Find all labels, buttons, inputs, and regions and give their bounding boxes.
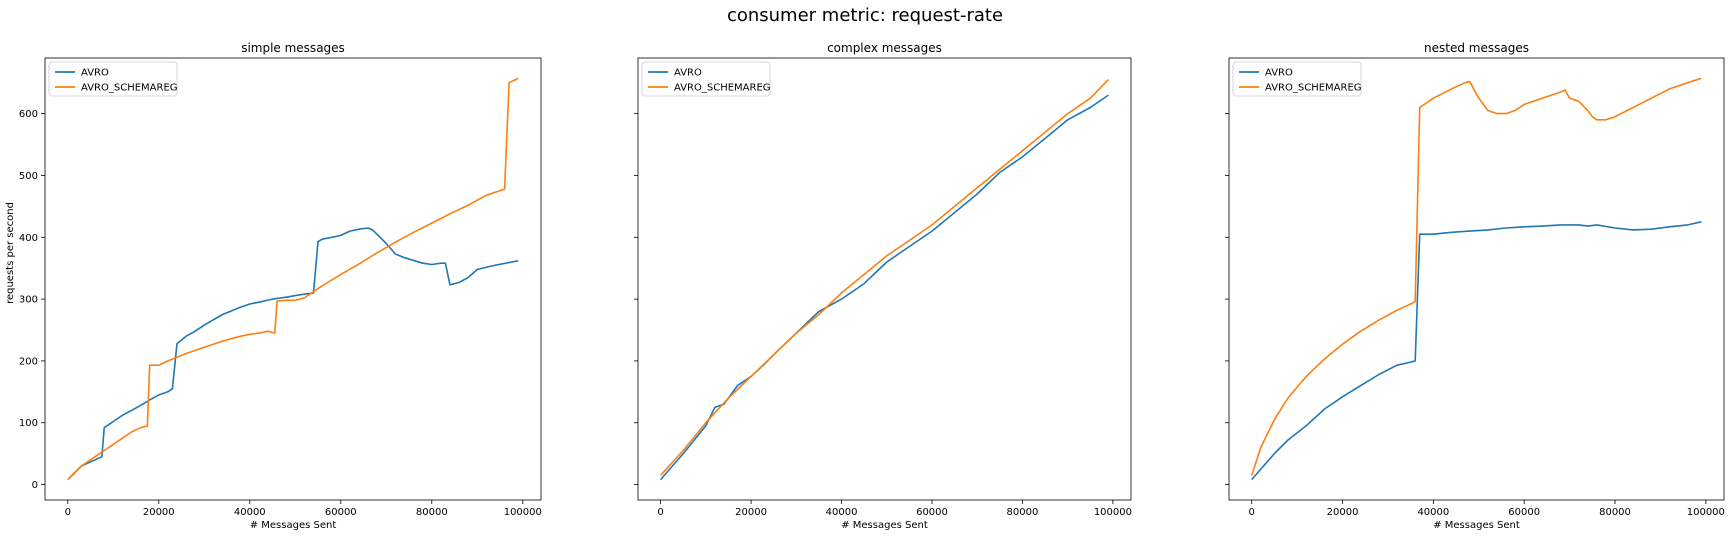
y-tick-label: 100 [19, 418, 38, 429]
y-tick-label: 600 [19, 109, 38, 120]
x-axis-label: # Messages Sent [250, 520, 337, 531]
subplot-title: complex messages [827, 41, 942, 55]
y-tick-label: 200 [19, 356, 38, 367]
x-tick-label: 60000 [325, 507, 357, 518]
series-line-avro-schemareg [67, 77, 519, 481]
x-tick-label: 40000 [1417, 507, 1449, 518]
y-tick-label: 400 [19, 233, 38, 244]
x-tick-label: 60000 [916, 507, 948, 518]
x-tick-label: 0 [1249, 507, 1255, 518]
x-tick-label: 60000 [1508, 507, 1540, 518]
x-tick-label: 80000 [1599, 507, 1631, 518]
legend-label: AVRO [674, 68, 702, 79]
series-line-avro [659, 94, 1109, 481]
x-tick-label: 20000 [735, 507, 767, 518]
legend-label: AVRO [81, 68, 109, 79]
legend-label: AVRO [1265, 68, 1293, 79]
x-tick-label: 100000 [1687, 507, 1725, 518]
y-tick-label: 0 [32, 480, 38, 491]
series-line-avro [67, 227, 519, 481]
x-tick-label: 0 [657, 507, 663, 518]
x-axis-label: # Messages Sent [841, 520, 928, 531]
legend-label: AVRO_SCHEMAREG [81, 83, 178, 94]
legend-box [1232, 61, 1362, 97]
legend-box [641, 61, 771, 97]
x-tick-label: 100000 [1094, 507, 1132, 518]
y-tick-label: 300 [19, 295, 38, 306]
y-tick-label: 500 [19, 171, 38, 182]
x-tick-label: 40000 [234, 507, 266, 518]
series-line-avro [1251, 221, 1702, 481]
x-tick-label: 40000 [826, 507, 858, 518]
x-tick-label: 20000 [143, 507, 175, 518]
legend-label: AVRO_SCHEMAREG [1265, 83, 1362, 94]
x-tick-label: 0 [65, 507, 71, 518]
axes-frame [1228, 57, 1725, 501]
x-tick-label: 20000 [1327, 507, 1359, 518]
axes-frame [44, 57, 542, 501]
subplot-title: simple messages [241, 41, 345, 55]
legend-label: AVRO_SCHEMAREG [674, 83, 771, 94]
x-tick-label: 80000 [416, 507, 448, 518]
series-line-avro-schemareg [1250, 77, 1702, 476]
x-tick-label: 100000 [504, 507, 542, 518]
subplot-2: complex messages 0 20000 40000 60000 80000 100… [634, 41, 1132, 531]
subplot-title: nested messages [1424, 41, 1529, 55]
x-tick-label: 80000 [1007, 507, 1039, 518]
legend: AVRO AVRO_SCHEMAREG [1232, 61, 1362, 97]
figure-title: consumer metric: request-rate [727, 5, 1003, 26]
axes-frame [637, 57, 1132, 501]
x-axis-label: # Messages Sent [1433, 520, 1520, 531]
y-axis-label: requests per second [5, 202, 16, 304]
legend: AVRO AVRO_SCHEMAREG [48, 61, 178, 97]
subplot-3: nested messages 0 20000 40000 60000 80000 1000… [1225, 41, 1725, 531]
legend: AVRO AVRO_SCHEMAREG [641, 61, 771, 97]
legend-box [48, 61, 178, 97]
series-line-avro-schemareg [660, 79, 1109, 476]
